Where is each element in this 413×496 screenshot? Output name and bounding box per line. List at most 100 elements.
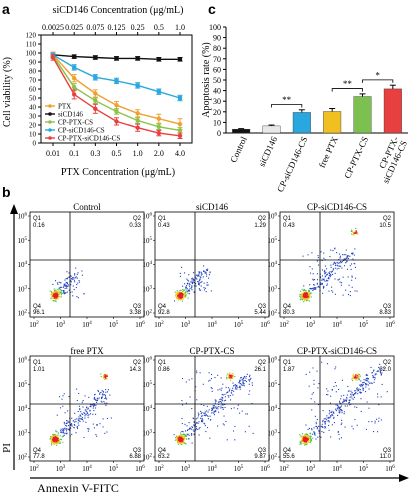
b-event-dot [345, 400, 347, 402]
b-event-dot [76, 425, 78, 428]
b-event-dot [318, 286, 320, 288]
b-event-dot [183, 292, 185, 294]
b-plot-frame [29, 211, 145, 318]
b-event-dot [227, 375, 229, 377]
b-event-dot [335, 385, 337, 387]
b-event-dot [329, 402, 332, 404]
b-event-dot [243, 383, 245, 385]
a-data-point [135, 111, 140, 116]
b-event-dot [178, 441, 180, 443]
b-event-dot [183, 272, 186, 274]
b-event-dot [59, 291, 61, 293]
b-event-dot [59, 441, 61, 443]
b-event-dot [228, 390, 231, 392]
b-event-dot [379, 372, 381, 374]
b-event-dot [355, 392, 357, 394]
b-event-dot [338, 278, 341, 280]
b-event-dot [345, 289, 347, 291]
b-event-dot [82, 420, 84, 422]
b-event-dot [79, 418, 81, 420]
b-event-dot [65, 424, 67, 427]
b-event-dot [354, 248, 356, 250]
b-event-dot [176, 293, 178, 295]
b-q2-value: 26.1 [254, 367, 266, 373]
b-event-dot [201, 281, 203, 283]
b-event-dot [182, 438, 184, 440]
c-significance-label: ** [343, 79, 353, 89]
b-event-dot [342, 276, 344, 278]
b-event-dot [62, 441, 64, 443]
b-event-dot [177, 297, 179, 299]
b-event-dot [321, 283, 323, 285]
b-q4-value: 63.2 [158, 454, 170, 460]
b-q3-label: Q3 [258, 448, 267, 454]
b-event-dot [237, 408, 239, 410]
a-data-point [93, 106, 98, 112]
b-event-dot [335, 263, 337, 265]
b-event-dot [339, 255, 341, 257]
b-event-dot [307, 293, 309, 295]
a-top-tick-label: 0.0025 [42, 23, 64, 32]
b-event-dot [386, 391, 388, 393]
b-event-dot [81, 401, 83, 403]
b-event-dot [216, 406, 218, 408]
b-event-dot [325, 265, 327, 267]
b-event-dot [325, 394, 328, 396]
b-event-dot [305, 297, 307, 299]
a-data-point [177, 121, 183, 127]
b-event-dot [249, 390, 251, 392]
b-event-dot [245, 377, 247, 379]
b-event-dot [70, 280, 72, 282]
b-event-dot [330, 271, 333, 273]
b-event-dot [235, 386, 237, 388]
b-event-dot [184, 296, 186, 298]
b-event-dot [56, 436, 58, 438]
b-event-dot [312, 279, 314, 281]
b-event-dot [204, 423, 206, 425]
b-event-dot [98, 397, 100, 399]
b-event-dot [302, 292, 304, 294]
b-event-dot [51, 292, 53, 294]
b-event-dot [322, 426, 324, 429]
b-event-dot [328, 421, 330, 423]
b-event-dot [60, 431, 62, 433]
b-event-dot [340, 405, 343, 407]
b-event-dot [367, 378, 369, 380]
b-event-dot [371, 382, 373, 384]
b-event-dot [93, 394, 96, 396]
b-event-dot [365, 378, 367, 380]
b-event-dot [63, 285, 65, 287]
b-event-dot [55, 434, 57, 436]
b-event-dot [106, 417, 109, 420]
b-event-dot [301, 297, 303, 299]
b-event-dot [306, 297, 308, 299]
b-event-dot [215, 410, 217, 412]
b-event-dot [345, 400, 348, 402]
c-category-label: CP-PTX-CS [342, 135, 370, 180]
b-event-dot [374, 420, 376, 422]
b-event-dot [76, 418, 78, 420]
b-event-dot [186, 283, 189, 285]
b-event-dot [195, 428, 197, 430]
b-event-dot [63, 291, 65, 293]
b-event-dot [53, 434, 55, 436]
b-y-tick-label: 105 [18, 381, 28, 389]
b-event-dot [220, 389, 222, 391]
b-event-dot [316, 273, 318, 275]
b-event-dot [63, 290, 65, 292]
a-y-tick-label: 100 [26, 50, 37, 58]
b-event-dot [198, 413, 200, 416]
b-event-dot [183, 290, 185, 292]
b-event-dot [241, 379, 243, 381]
b-event-dot [105, 397, 107, 399]
b-event-dot [348, 401, 350, 404]
b-event-dot [311, 252, 313, 254]
a-y-tick-label: 60 [29, 86, 37, 94]
b-q3-value: 5.44 [254, 310, 266, 316]
chart-b: ControlQ10.16Q20.33Q496.1Q33.38102102103… [10, 202, 409, 482]
b-event-dot [177, 436, 179, 438]
b-event-dot [334, 278, 336, 280]
b-event-dot [328, 417, 330, 419]
b-q1-value: 0.86 [158, 367, 170, 373]
